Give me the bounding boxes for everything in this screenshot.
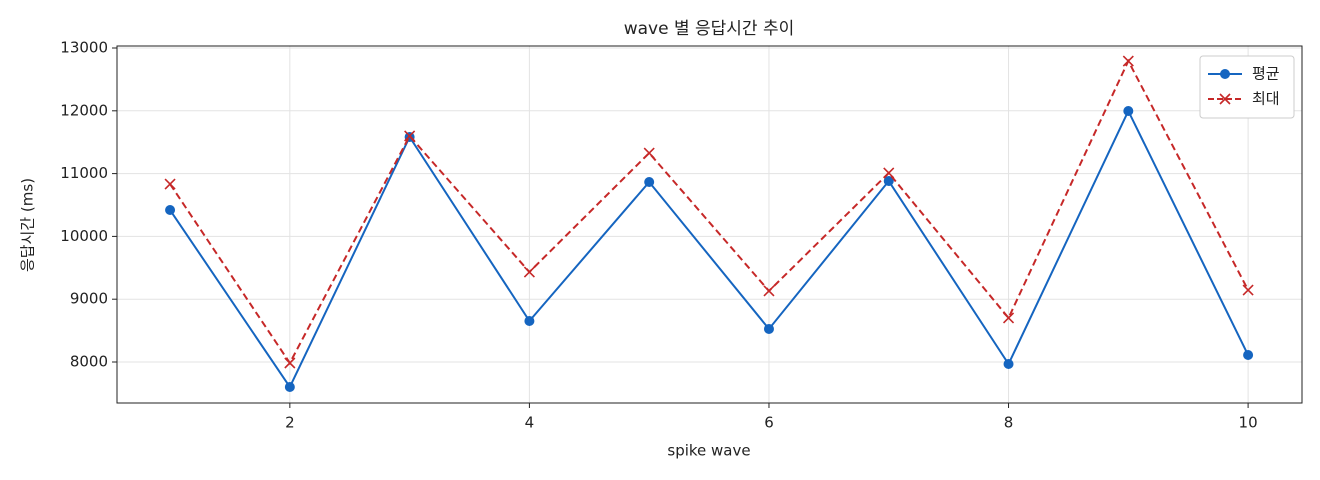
marker	[1002, 312, 1015, 324]
plot-frame	[116, 45, 1303, 404]
marker	[165, 205, 176, 216]
marker	[1243, 350, 1254, 361]
marker	[1122, 55, 1134, 67]
y-tick-label: 13000	[60, 39, 108, 57]
y-tick-label: 9000	[70, 290, 108, 308]
marker	[1003, 359, 1014, 370]
marker	[524, 315, 535, 326]
legend-label: 평균	[1252, 65, 1280, 83]
legend-marker	[1220, 69, 1230, 79]
marker	[284, 357, 296, 369]
marker	[643, 147, 655, 159]
x-tick-label: 10	[1239, 414, 1258, 432]
series-line	[169, 58, 1249, 365]
marker	[644, 177, 655, 188]
chart-title: wave 별 응답시간 추이	[624, 19, 795, 39]
y-axis-label: 응답시간 (ms)	[19, 178, 37, 272]
marker	[883, 167, 895, 179]
y-tick-label: 8000	[70, 352, 108, 370]
marker	[883, 176, 894, 187]
x-tick-label: 2	[285, 414, 295, 432]
marker	[763, 285, 775, 297]
series-line	[169, 108, 1249, 389]
y-tick-label: 12000	[60, 101, 108, 119]
x-tick-label: 8	[1004, 414, 1014, 432]
marker	[284, 381, 295, 392]
marker	[523, 266, 535, 278]
x-tick-label: 4	[525, 414, 535, 432]
x-axis-label: spike wave	[667, 442, 750, 460]
marker	[763, 323, 774, 334]
y-tick-label: 11000	[60, 164, 108, 182]
legend-marker	[1219, 93, 1231, 105]
legend-box	[1199, 55, 1295, 119]
marker	[1123, 105, 1134, 116]
y-tick-label: 10000	[60, 227, 108, 245]
marker	[404, 130, 416, 142]
marker	[1242, 284, 1254, 296]
legend-label: 최대	[1252, 90, 1280, 108]
x-tick-label: 6	[764, 414, 774, 432]
marker	[164, 178, 176, 190]
